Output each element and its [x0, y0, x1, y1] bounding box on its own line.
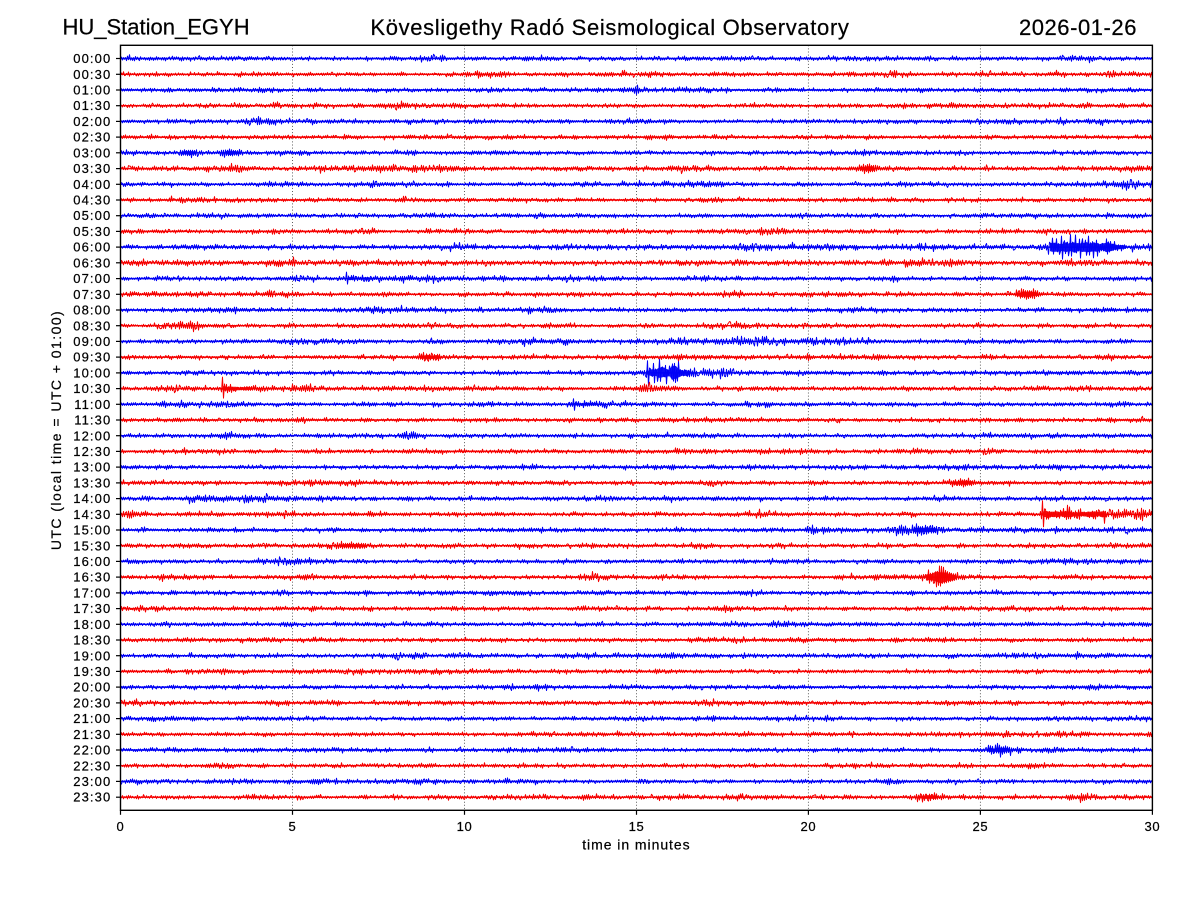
- svg-text:01:30: 01:30: [73, 98, 111, 113]
- svg-text:25: 25: [972, 819, 988, 834]
- svg-text:16:30: 16:30: [73, 570, 111, 585]
- svg-text:19:00: 19:00: [73, 648, 111, 663]
- svg-text:UTC (local time = UTC + 01:00): UTC (local time = UTC + 01:00): [48, 310, 64, 550]
- svg-text:12:30: 12:30: [73, 444, 111, 459]
- svg-text:HU_Station_EGYH: HU_Station_EGYH: [63, 15, 250, 40]
- svg-text:02:30: 02:30: [73, 130, 111, 145]
- svg-text:10: 10: [457, 819, 473, 834]
- svg-text:15:30: 15:30: [73, 538, 111, 553]
- svg-text:12:00: 12:00: [73, 428, 111, 443]
- svg-text:02:00: 02:00: [73, 114, 111, 129]
- svg-text:11:30: 11:30: [74, 413, 111, 428]
- svg-text:22:30: 22:30: [73, 758, 111, 773]
- svg-text:20:30: 20:30: [73, 695, 111, 710]
- svg-text:14:00: 14:00: [73, 491, 111, 506]
- svg-text:07:30: 07:30: [73, 287, 111, 302]
- svg-text:15:00: 15:00: [73, 523, 111, 538]
- svg-text:05:30: 05:30: [73, 224, 111, 239]
- svg-text:30: 30: [1144, 819, 1160, 834]
- svg-text:time in minutes: time in minutes: [582, 836, 690, 852]
- svg-text:Kövesligethy Radó Seismologica: Kövesligethy Radó Seismological Observat…: [370, 15, 849, 40]
- svg-text:00:00: 00:00: [73, 51, 111, 66]
- svg-text:08:30: 08:30: [73, 318, 111, 333]
- svg-text:05:00: 05:00: [73, 208, 111, 223]
- svg-text:08:00: 08:00: [73, 303, 111, 318]
- svg-text:18:00: 18:00: [73, 617, 111, 632]
- svg-text:03:30: 03:30: [73, 161, 111, 176]
- svg-text:01:00: 01:00: [73, 83, 111, 98]
- svg-text:22:00: 22:00: [73, 743, 111, 758]
- svg-text:19:30: 19:30: [73, 664, 111, 679]
- svg-text:00:30: 00:30: [73, 67, 111, 82]
- svg-text:23:30: 23:30: [73, 790, 111, 805]
- svg-text:16:00: 16:00: [73, 554, 111, 569]
- svg-text:23:00: 23:00: [73, 774, 111, 789]
- svg-text:17:30: 17:30: [73, 601, 111, 616]
- svg-text:20:00: 20:00: [73, 680, 111, 695]
- svg-text:09:30: 09:30: [73, 350, 111, 365]
- svg-text:15: 15: [629, 819, 645, 834]
- svg-text:04:30: 04:30: [73, 193, 111, 208]
- svg-text:17:00: 17:00: [73, 585, 111, 600]
- svg-text:10:30: 10:30: [73, 381, 111, 396]
- svg-text:10:00: 10:00: [73, 365, 111, 380]
- svg-text:20: 20: [800, 819, 816, 834]
- svg-text:09:00: 09:00: [73, 334, 111, 349]
- svg-text:07:00: 07:00: [73, 271, 111, 286]
- svg-text:2026-01-26: 2026-01-26: [1019, 15, 1137, 40]
- svg-text:06:30: 06:30: [73, 255, 111, 270]
- svg-text:5: 5: [289, 819, 297, 834]
- svg-text:03:00: 03:00: [73, 145, 111, 160]
- svg-text:04:00: 04:00: [73, 177, 111, 192]
- svg-text:21:30: 21:30: [73, 727, 111, 742]
- svg-text:21:00: 21:00: [73, 711, 111, 726]
- svg-text:14:30: 14:30: [73, 507, 111, 522]
- svg-text:13:30: 13:30: [73, 475, 111, 490]
- svg-text:06:00: 06:00: [73, 240, 111, 255]
- svg-text:13:00: 13:00: [73, 460, 111, 475]
- svg-text:18:30: 18:30: [73, 633, 111, 648]
- svg-text:0: 0: [117, 819, 125, 834]
- svg-text:11:00: 11:00: [74, 397, 111, 412]
